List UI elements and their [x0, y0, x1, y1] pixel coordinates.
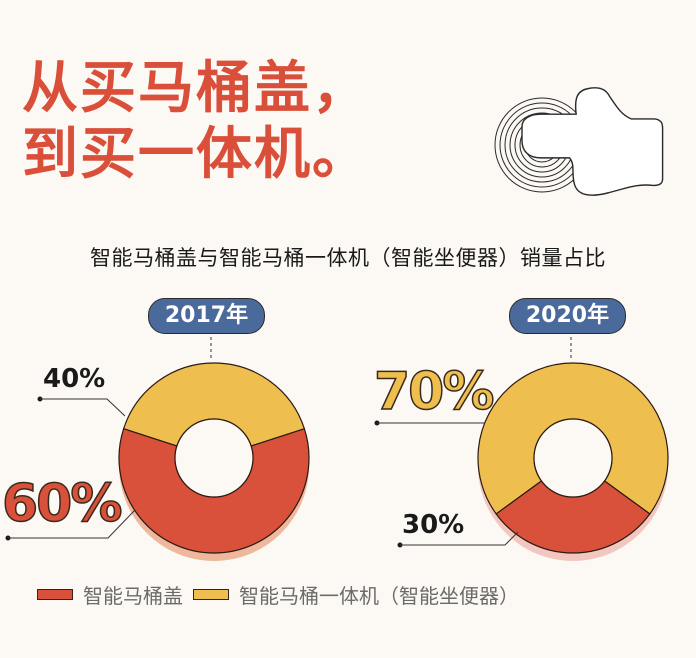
hand-pointing-icon: [470, 70, 670, 204]
headline-line-1: 从买马桶盖，: [22, 56, 370, 121]
year-badge-2020: 2020年: [509, 298, 626, 334]
legend-item-smart-seat: 智能马桶盖: [37, 580, 183, 609]
legend-swatch-red: [37, 589, 73, 600]
year-badge-2017: 2017年: [148, 298, 265, 334]
pct-label-2017-integrated: 40%: [43, 364, 106, 394]
donut-2017: [118, 362, 310, 561]
headline: 从买马桶盖， 到买一体机。: [22, 56, 370, 188]
legend-item-integrated: 智能马桶一体机（智能坐便器）: [193, 580, 519, 609]
pct-label-2017-smart-seat: 60%: [1, 473, 123, 535]
pct-label-2020-smart-seat: 30%: [402, 510, 465, 540]
legend-label: 智能马桶一体机（智能坐便器）: [239, 584, 519, 608]
legend-swatch-yellow: [193, 589, 229, 600]
donut-2020: [477, 362, 669, 561]
headline-line-2: 到买一体机。: [22, 122, 370, 187]
pct-label-2020-integrated: 70%: [373, 361, 495, 423]
legend-label: 智能马桶盖: [83, 584, 183, 608]
chart-subtitle: 智能马桶盖与智能马桶一体机（智能坐便器）销量占比: [90, 246, 606, 270]
